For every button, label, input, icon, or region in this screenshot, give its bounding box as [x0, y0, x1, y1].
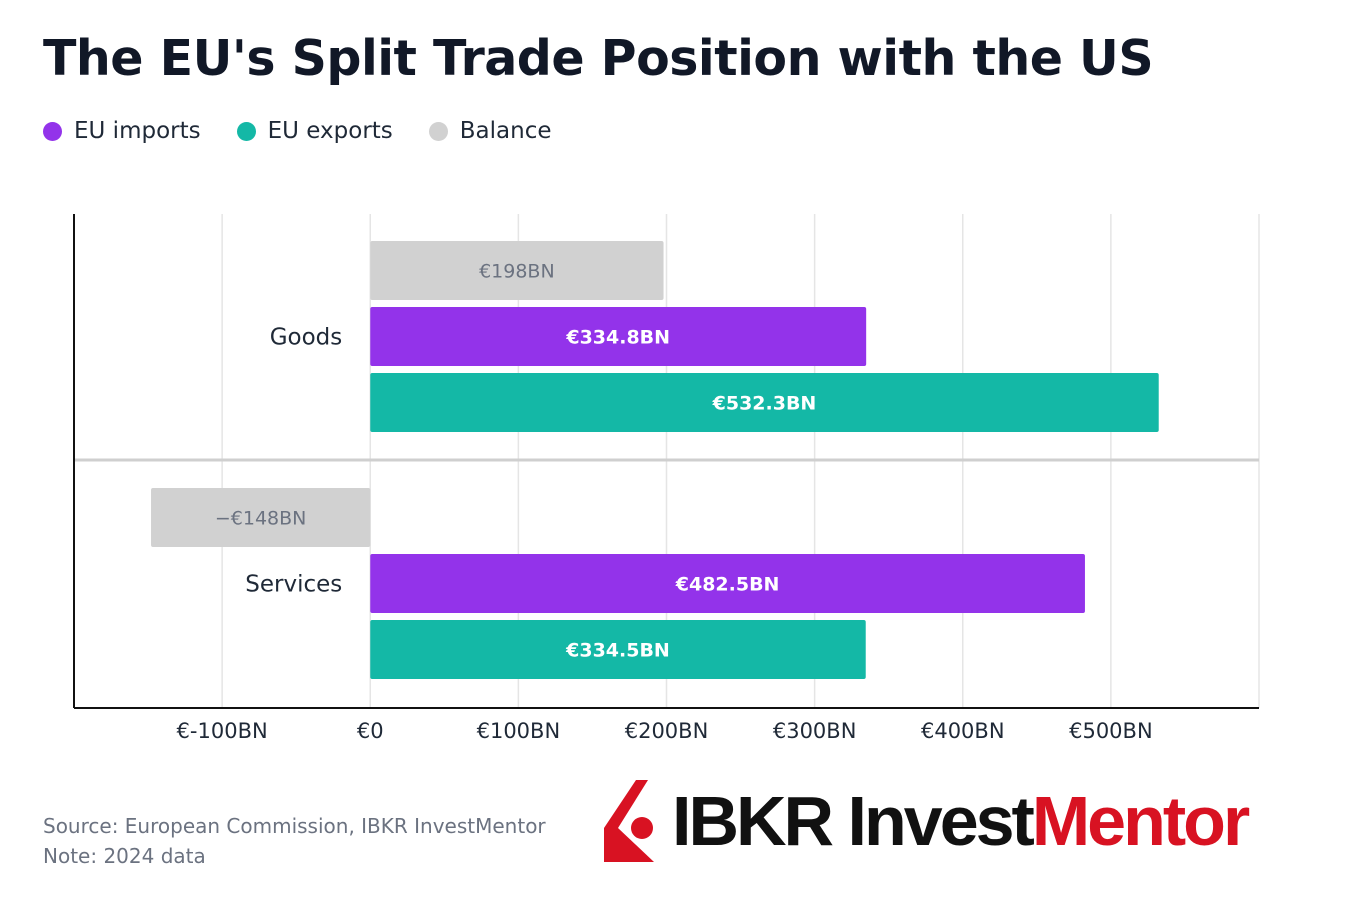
- legend-label-balance: Balance: [459, 118, 552, 144]
- legend-swatch-balance: [428, 121, 448, 141]
- logo-text-mentor: Mentor: [1031, 782, 1250, 860]
- legend-label-exports: EU exports: [267, 118, 393, 144]
- legend-item-imports: EU imports: [43, 118, 201, 144]
- bar-eu-imports-services: [370, 554, 1085, 613]
- note-text: Note: 2024 data: [43, 844, 206, 868]
- x-tick-label-5: €400BN: [921, 719, 1005, 743]
- logo-mark-icon: [604, 780, 654, 862]
- logo-text-ibkr-invest: IBKR Invest: [672, 782, 1035, 860]
- legend-label-imports: EU imports: [74, 118, 201, 144]
- data-label-balance-goods: €198BN: [479, 261, 555, 283]
- ibkr-logo: IBKR InvestMentor: [602, 776, 1272, 866]
- legend-item-balance: Balance: [428, 118, 552, 144]
- data-label-eu-imports-services: €482.5BN: [675, 574, 780, 596]
- logo-wordmark: IBKR InvestMentor: [672, 781, 1250, 861]
- bar-eu-exports-goods: [370, 373, 1159, 432]
- bar-balance-goods: [370, 241, 664, 300]
- x-tick-label-0: €-100BN: [177, 719, 268, 743]
- data-label-balance-services: −€148BN: [215, 508, 307, 530]
- x-tick-label-1: €0: [357, 719, 384, 743]
- category-label-services: Services: [245, 572, 342, 598]
- bar-eu-exports-services: [370, 620, 866, 679]
- data-label-eu-exports-goods: €532.3BN: [712, 393, 817, 415]
- legend-item-exports: EU exports: [236, 118, 393, 144]
- x-tick-label-3: €200BN: [625, 719, 709, 743]
- chart-title: The EU's Split Trade Position with the U…: [43, 30, 1154, 87]
- x-tick-label-4: €300BN: [773, 719, 857, 743]
- data-label-eu-imports-goods: €334.8BN: [565, 327, 670, 349]
- bar-eu-imports-goods: [370, 307, 867, 366]
- legend-swatch-exports: [236, 121, 256, 141]
- x-tick-label-6: €500BN: [1069, 719, 1153, 743]
- bar-balance-services: [151, 488, 371, 547]
- x-tick-label-2: €100BN: [477, 719, 561, 743]
- category-label-goods: Goods: [270, 325, 343, 351]
- legend-swatch-imports: [43, 121, 62, 141]
- source-text: Source: European Commission, IBKR Invest…: [43, 814, 546, 838]
- data-label-eu-exports-services: €334.5BN: [565, 640, 670, 662]
- legend: EU imports EU exports Balance: [43, 118, 588, 144]
